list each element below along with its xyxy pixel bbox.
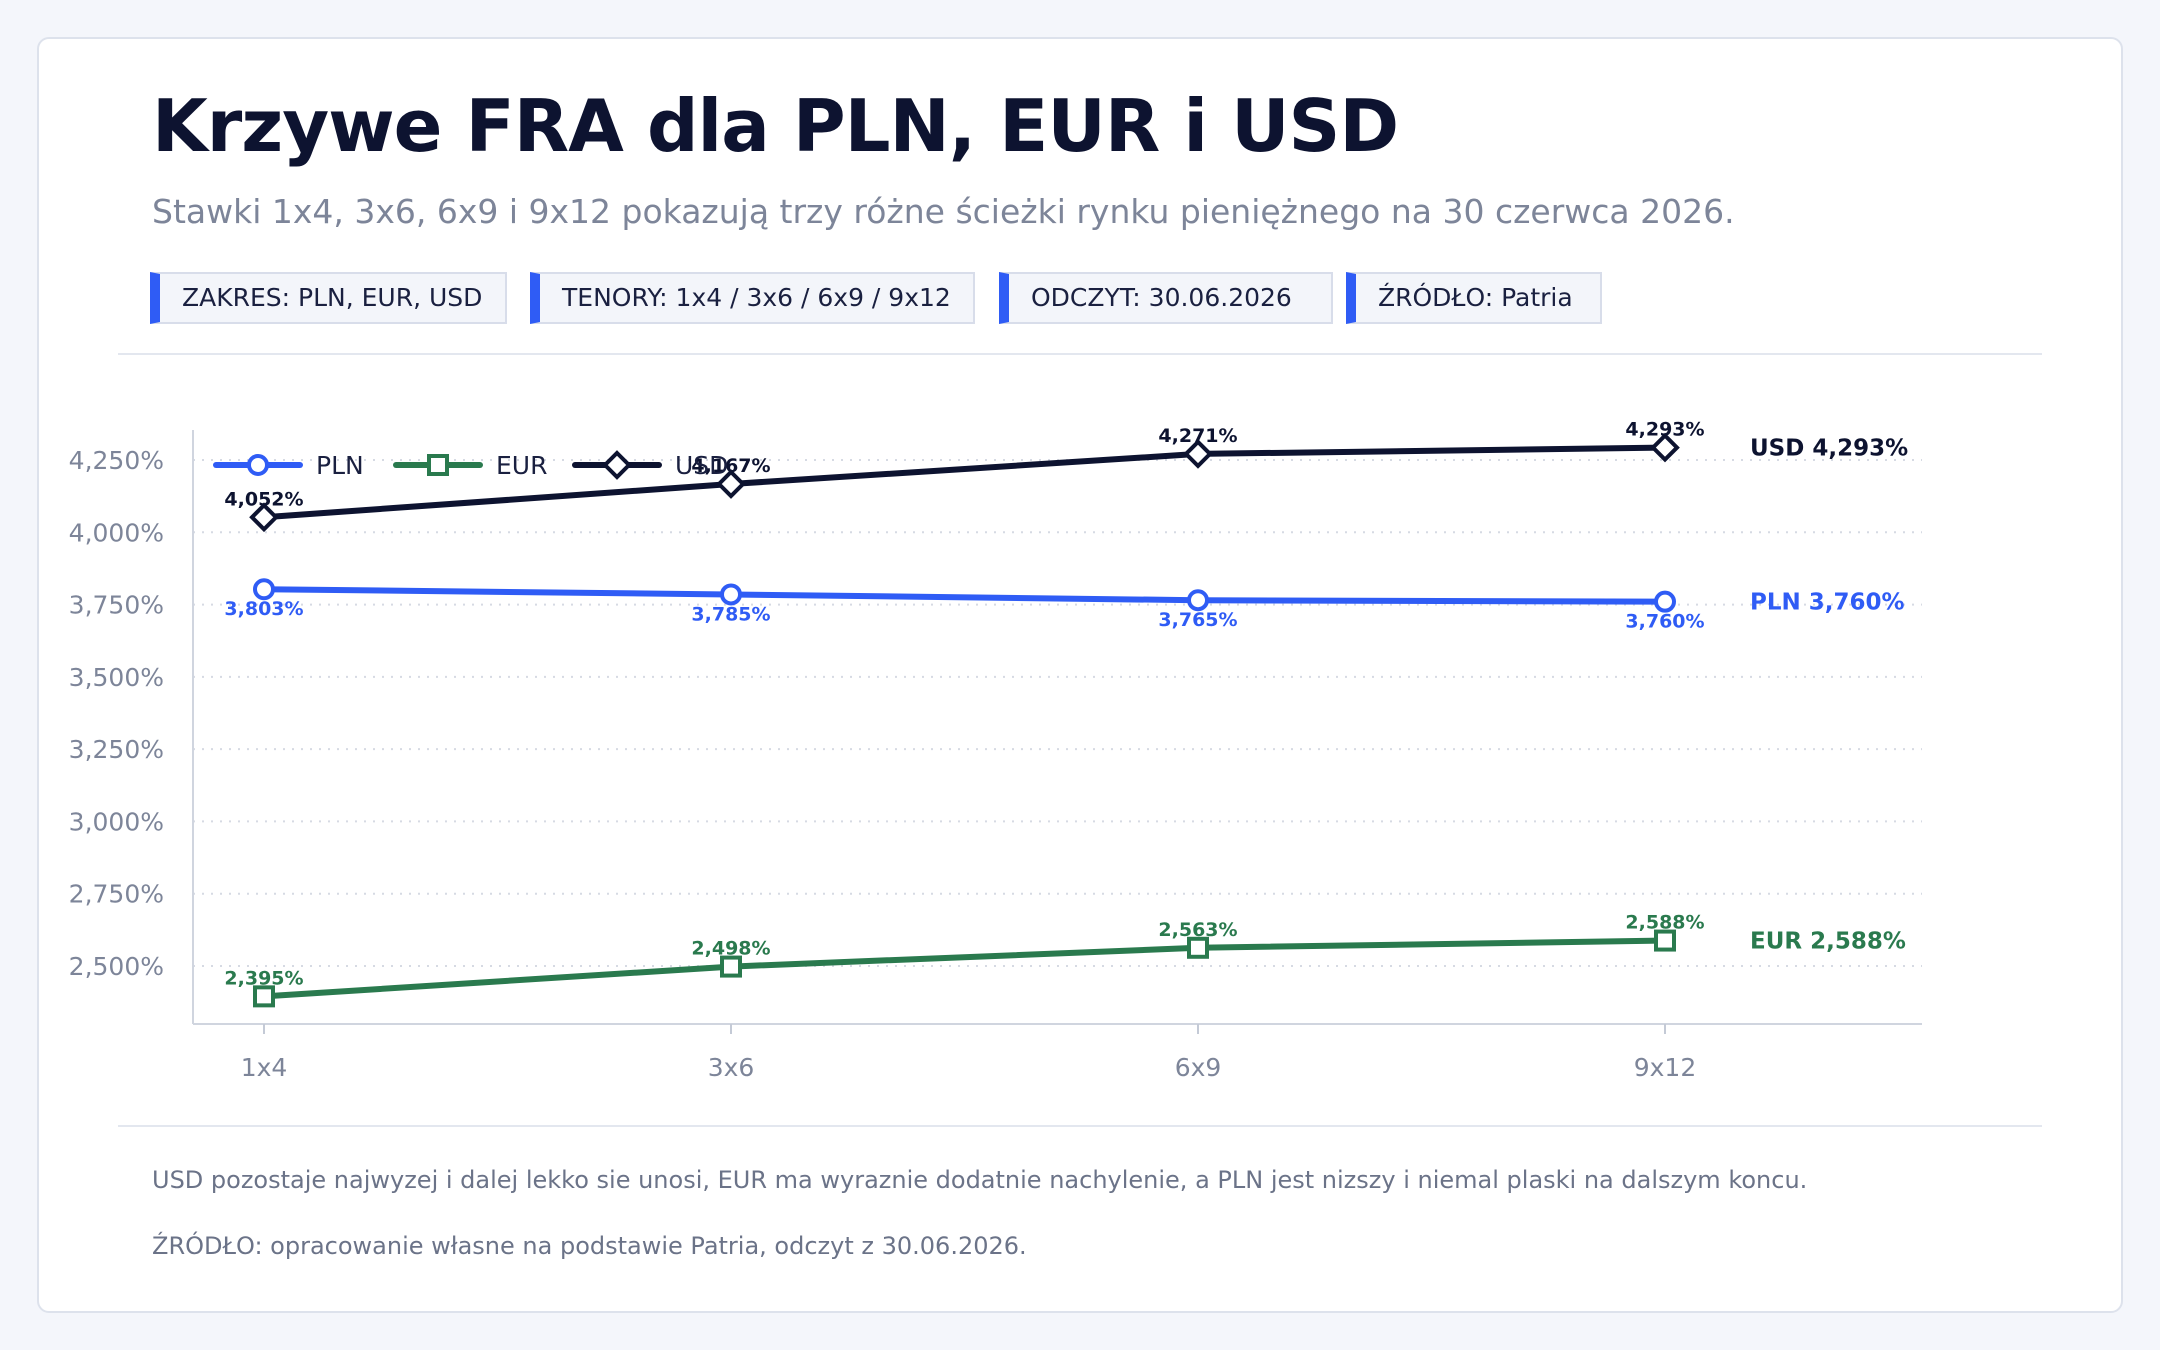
top-divider: [118, 353, 2042, 355]
series-line-eur: [261, 937, 1668, 1000]
bottom-divider: [118, 1125, 2042, 1127]
legend-marker-pln: [247, 454, 269, 476]
chip-tenors: TENORY: 1x4 / 3x6 / 6x9 / 9x12: [530, 272, 975, 324]
chip-reading-date: ODCZYT: 30.06.2026: [999, 272, 1333, 324]
data-label-usd: 4,167%: [691, 455, 770, 477]
x-tick-label: 3x6: [708, 1053, 755, 1082]
source-note: ŹRÓDŁO: opracowanie własne na podstawie …: [152, 1232, 1027, 1260]
data-point-eur: [1187, 936, 1209, 959]
data-label-pln: 3,765%: [1158, 609, 1237, 631]
data-label-eur: 2,563%: [1158, 919, 1237, 941]
legend-marker-usd: [602, 450, 632, 480]
legend-label-usd: USD: [675, 451, 728, 480]
y-tick-label: 4,250%: [69, 446, 164, 475]
end-label-usd: USD 4,293%: [1750, 436, 1908, 462]
data-point-eur: [1654, 929, 1676, 952]
data-label-pln: 3,760%: [1625, 611, 1704, 633]
data-label-eur: 2,588%: [1625, 912, 1704, 934]
y-tick-label: 3,000%: [69, 807, 164, 836]
series-line-pln: [261, 586, 1668, 605]
data-point-usd: [1183, 439, 1213, 469]
data-label-usd: 4,052%: [224, 488, 303, 510]
x-tick-label: 6x9: [1175, 1053, 1222, 1082]
page-title: Krzywe FRA dla PLN, EUR i USD: [152, 84, 1399, 168]
chip-source: ŹRÓDŁO: Patria: [1346, 272, 1602, 324]
data-point-eur: [253, 985, 275, 1008]
series-line-usd: [261, 444, 1668, 521]
chart-card: [37, 37, 2123, 1313]
y-tick-label: 4,000%: [69, 518, 164, 547]
data-label-eur: 2,498%: [691, 938, 770, 960]
x-tick-label: 9x12: [1634, 1053, 1697, 1082]
data-label-usd: 4,293%: [1625, 419, 1704, 441]
data-point-pln: [1187, 589, 1209, 612]
legend-label-eur: EUR: [496, 451, 547, 480]
data-label-usd: 4,271%: [1158, 425, 1237, 447]
data-label-pln: 3,803%: [224, 598, 303, 620]
data-label-eur: 2,395%: [224, 967, 303, 989]
end-label-pln: PLN 3,760%: [1750, 590, 1905, 616]
data-point-pln: [720, 583, 742, 606]
legend-marker-eur: [427, 454, 449, 476]
y-tick-label: 2,750%: [69, 880, 164, 909]
end-label-eur: EUR 2,588%: [1750, 929, 1906, 955]
x-tick-label: 1x4: [241, 1053, 288, 1082]
data-point-pln: [253, 578, 275, 601]
data-label-pln: 3,785%: [691, 603, 770, 625]
data-point-usd: [1650, 432, 1680, 463]
chart-note: USD pozostaje najwyzej i dalej lekko sie…: [152, 1166, 1808, 1194]
y-tick-label: 3,750%: [69, 591, 164, 620]
page-subtitle: Stawki 1x4, 3x6, 6x9 i 9x12 pokazują trz…: [152, 192, 1735, 231]
data-point-pln: [1654, 590, 1676, 613]
data-point-eur: [720, 955, 742, 978]
y-tick-label: 3,500%: [69, 663, 164, 692]
data-point-usd: [716, 469, 746, 499]
legend-label-pln: PLN: [316, 451, 364, 480]
y-tick-label: 3,250%: [69, 735, 164, 764]
y-tick-label: 2,500%: [69, 952, 164, 981]
fra-line-chart: 2,500% 2,750% 3,000% 3,250% 3,500% 3,750% 4,00…: [69, 419, 1922, 1082]
data-point-usd: [249, 502, 279, 533]
chip-range: ZAKRES: PLN, EUR, USD: [150, 272, 507, 324]
